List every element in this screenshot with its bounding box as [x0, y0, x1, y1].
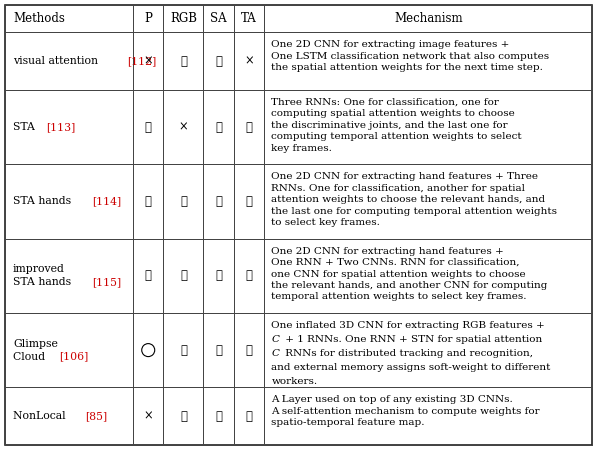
Text: ×: ×: [143, 410, 153, 423]
Text: ✓: ✓: [246, 195, 253, 208]
Text: One 2D CNN for extracting image features +
One LSTM classification network that : One 2D CNN for extracting image features…: [272, 40, 550, 72]
Text: [115]: [115]: [93, 277, 122, 287]
Text: One inflated 3D CNN for extracting RGB features +: One inflated 3D CNN for extracting RGB f…: [272, 321, 545, 330]
Text: [85]: [85]: [85, 411, 107, 421]
Bar: [234, 313, 264, 387]
Bar: [204, 164, 234, 238]
Bar: [5, 32, 133, 90]
Text: [113]: [113]: [46, 122, 75, 132]
Bar: [204, 313, 234, 387]
Bar: [204, 90, 234, 164]
Bar: [133, 387, 164, 445]
Text: [106]: [106]: [59, 351, 88, 362]
Text: One 2D CNN for extracting hand features +
One RNN + Two CNNs. RNN for classifica: One 2D CNN for extracting hand features …: [272, 247, 548, 302]
Text: ✓: ✓: [180, 269, 187, 282]
Text: visual attention: visual attention: [13, 56, 101, 66]
Text: ✓: ✓: [216, 195, 222, 208]
Bar: [264, 387, 592, 445]
Bar: [133, 32, 164, 90]
Text: RGB: RGB: [170, 12, 197, 25]
Text: Cloud: Cloud: [13, 351, 48, 362]
Text: ✓: ✓: [246, 121, 253, 134]
Text: TA: TA: [241, 12, 257, 25]
Text: Three RNNs: One for classification, one for
computing spatial attention weights : Three RNNs: One for classification, one …: [272, 98, 522, 153]
Text: and external memory assigns soft-weight to different: and external memory assigns soft-weight …: [272, 363, 551, 372]
Text: [112]: [112]: [127, 56, 156, 66]
Bar: [204, 32, 234, 90]
Text: workers.: workers.: [272, 377, 318, 386]
Bar: [164, 164, 204, 238]
Text: STA hands: STA hands: [13, 277, 75, 287]
Bar: [234, 90, 264, 164]
Bar: [204, 387, 234, 445]
Text: ✓: ✓: [145, 121, 152, 134]
Bar: [264, 313, 592, 387]
Text: ✓: ✓: [216, 344, 222, 356]
Text: ✓: ✓: [216, 269, 222, 282]
Text: C: C: [272, 349, 279, 358]
Bar: [264, 32, 592, 90]
Bar: [133, 164, 164, 238]
Bar: [5, 387, 133, 445]
Bar: [5, 90, 133, 164]
Bar: [234, 32, 264, 90]
Bar: [133, 5, 164, 32]
Text: P: P: [144, 12, 152, 25]
Text: ✓: ✓: [246, 344, 253, 356]
Bar: [264, 90, 592, 164]
Text: ×: ×: [143, 54, 153, 68]
Text: [114]: [114]: [93, 197, 122, 207]
Text: ✓: ✓: [180, 410, 187, 423]
Bar: [133, 90, 164, 164]
Text: ✓: ✓: [180, 195, 187, 208]
Text: ✓: ✓: [246, 410, 253, 423]
Text: Mechanism: Mechanism: [394, 12, 463, 25]
Text: ✓: ✓: [145, 269, 152, 282]
Bar: [264, 164, 592, 238]
Bar: [164, 5, 204, 32]
Bar: [5, 5, 133, 32]
Text: SA: SA: [210, 12, 227, 25]
Bar: [234, 238, 264, 313]
Bar: [264, 5, 592, 32]
Text: ×: ×: [244, 54, 254, 68]
Bar: [164, 313, 204, 387]
Bar: [164, 387, 204, 445]
Text: ✓: ✓: [180, 344, 187, 356]
Bar: [234, 5, 264, 32]
Text: STA: STA: [13, 122, 38, 132]
Bar: [133, 313, 164, 387]
Bar: [164, 238, 204, 313]
Bar: [234, 164, 264, 238]
Text: improved: improved: [13, 264, 65, 274]
Bar: [164, 90, 204, 164]
Text: ✓: ✓: [216, 410, 222, 423]
Text: ✓: ✓: [246, 269, 253, 282]
Text: A Layer used on top of any existing 3D CNNs.
A self-attention mechanism to compu: A Layer used on top of any existing 3D C…: [272, 395, 540, 427]
Bar: [204, 238, 234, 313]
Text: + 1 RNNs. One RNN + STN for spatial attention: + 1 RNNs. One RNN + STN for spatial atte…: [282, 335, 542, 344]
Text: STA hands: STA hands: [13, 197, 75, 207]
Text: ✓: ✓: [145, 195, 152, 208]
Bar: [5, 164, 133, 238]
Bar: [133, 238, 164, 313]
Text: Glimpse: Glimpse: [13, 338, 58, 349]
Bar: [264, 238, 592, 313]
Bar: [5, 238, 133, 313]
Text: RNNs for distributed tracking and recognition,: RNNs for distributed tracking and recogn…: [282, 349, 533, 358]
Text: NonLocal: NonLocal: [13, 411, 69, 421]
Text: ✓: ✓: [216, 54, 222, 68]
Bar: [234, 387, 264, 445]
Bar: [164, 32, 204, 90]
Text: ✓: ✓: [216, 121, 222, 134]
Text: ×: ×: [179, 121, 188, 134]
Bar: [5, 313, 133, 387]
Text: One 2D CNN for extracting hand features + Three
RNNs. One for classification, an: One 2D CNN for extracting hand features …: [272, 172, 558, 227]
Text: ✓: ✓: [180, 54, 187, 68]
Text: Methods: Methods: [13, 12, 65, 25]
Bar: [204, 5, 234, 32]
Text: C: C: [272, 335, 279, 344]
